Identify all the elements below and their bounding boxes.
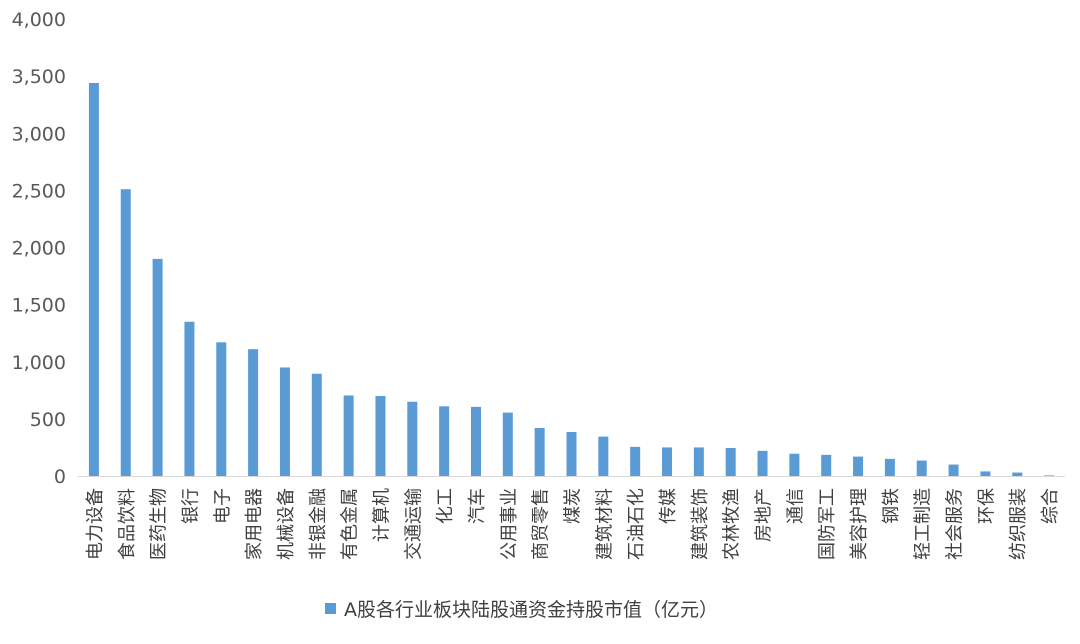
x-tick-label: 房地产: [754, 488, 775, 542]
x-tick-label: 煤炭: [563, 488, 584, 524]
x-tick-label: 家用电器: [244, 488, 265, 560]
bar: [248, 349, 259, 476]
y-tick-label: 2,500: [12, 180, 66, 202]
x-tick-label: 银行: [180, 488, 201, 524]
bar: [598, 436, 609, 476]
bar: [725, 448, 736, 476]
legend-label: A股各行业板块陆股通资金持股市值（亿元）: [344, 599, 718, 621]
x-tick-label: 化工: [435, 488, 456, 524]
x-tick-label: 纺织服装: [1008, 488, 1029, 560]
bar: [1012, 472, 1023, 476]
y-tick-label: 2,000: [12, 238, 66, 260]
y-tick-label: 3,000: [12, 123, 66, 145]
bar: [884, 458, 895, 476]
bar: [184, 321, 195, 476]
x-tick-label: 计算机: [371, 488, 392, 542]
legend: A股各行业板块陆股通资金持股市值（亿元）: [325, 599, 718, 621]
bar: [502, 412, 513, 476]
bar: [216, 342, 227, 476]
x-axis-labels: 电力设备 食品饮料 医药生物 银行 电子 家用电器 机械设备 非银金融 有色金属 计算机 交通运输化…: [85, 488, 1061, 560]
y-tick-label: 4,000: [12, 9, 66, 31]
bar: [566, 432, 577, 476]
x-tick-label: 社会服务: [945, 488, 966, 560]
bar: [152, 258, 163, 476]
bar: [630, 446, 641, 476]
x-tick-label: 商贸零售: [531, 488, 552, 560]
bar: [821, 454, 832, 476]
x-tick-label: 农林牧渔: [722, 488, 743, 560]
x-tick-label: 石油石化: [626, 488, 647, 560]
bar: [311, 373, 322, 476]
bar: [375, 396, 386, 476]
bar: [407, 401, 418, 476]
bar: [470, 406, 481, 476]
x-tick-label: 机械设备: [276, 488, 297, 560]
x-tick-label: 建筑材料: [594, 488, 615, 560]
x-tick-label: 非银金融: [308, 488, 329, 560]
x-tick-label: 有色金属: [340, 488, 361, 560]
bar: [948, 464, 959, 476]
x-tick-label: 环保: [976, 488, 997, 524]
bar: [534, 428, 545, 476]
x-tick-label: 国防军工: [817, 488, 838, 560]
x-tick-label: 公用事业: [499, 488, 520, 560]
bar: [88, 82, 99, 476]
x-tick-label: 综合: [1040, 488, 1061, 524]
x-tick-label: 汽车: [467, 488, 488, 524]
y-tick-label: 0: [54, 466, 66, 488]
bar: [1044, 475, 1055, 476]
bar: [853, 456, 864, 476]
y-axis-ticks: 0 500 1,000 1,500 2,000 2,500 3,000 3,500 4,000: [12, 9, 66, 488]
bar: [343, 395, 354, 476]
bar: [693, 447, 704, 476]
bar: [279, 367, 290, 476]
bar: [789, 453, 800, 476]
x-tick-label: 电力设备: [85, 488, 106, 560]
x-tick-label: 美容护理: [849, 488, 870, 560]
x-tick-label: 通信: [785, 488, 806, 524]
x-tick-label: 医药生物: [149, 488, 170, 560]
bar: [662, 447, 673, 476]
x-tick-label: 钢铁: [881, 488, 902, 524]
y-tick-label: 1,500: [12, 295, 66, 317]
x-tick-label: 传媒: [658, 488, 679, 524]
x-tick-label: 轻工制造: [913, 488, 934, 560]
bar: [120, 189, 131, 477]
y-tick-label: 3,500: [12, 66, 66, 88]
y-tick-label: 1,000: [12, 352, 66, 374]
bar: [757, 450, 768, 476]
x-tick-label: 建筑装饰: [690, 488, 711, 560]
bars: [88, 82, 1055, 477]
y-tick-label: 500: [30, 409, 66, 431]
legend-swatch: [325, 603, 336, 614]
bar: [980, 471, 991, 476]
x-tick-label: 电子: [212, 488, 233, 524]
bar: [439, 406, 450, 476]
bar: [916, 460, 927, 476]
x-tick-label: 交通运输: [403, 488, 424, 560]
x-tick-label: 食品饮料: [117, 488, 138, 560]
